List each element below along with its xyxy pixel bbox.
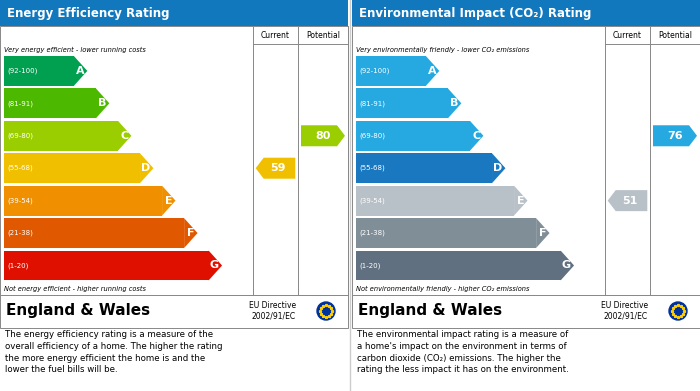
- Text: England & Wales: England & Wales: [358, 303, 502, 319]
- Text: B: B: [98, 99, 106, 108]
- Bar: [356, 218, 536, 248]
- Polygon shape: [561, 251, 574, 280]
- Bar: [0, 26, 348, 295]
- Polygon shape: [162, 186, 176, 215]
- Text: (21-38): (21-38): [7, 230, 33, 236]
- Text: 80: 80: [315, 131, 330, 141]
- Bar: [352, 0, 700, 26]
- Text: 59: 59: [270, 163, 285, 173]
- Text: 76: 76: [667, 131, 682, 141]
- Text: EU Directive
2002/91/EC: EU Directive 2002/91/EC: [601, 301, 648, 321]
- Polygon shape: [301, 125, 345, 146]
- Text: (55-68): (55-68): [7, 165, 33, 171]
- Text: (1-20): (1-20): [359, 262, 380, 269]
- Text: (21-38): (21-38): [359, 230, 385, 236]
- Text: Energy Efficiency Rating: Energy Efficiency Rating: [7, 7, 169, 20]
- Bar: [4, 186, 162, 215]
- Text: E: E: [517, 196, 524, 206]
- Polygon shape: [140, 153, 153, 183]
- Bar: [356, 121, 470, 151]
- Polygon shape: [118, 121, 132, 151]
- Polygon shape: [470, 121, 484, 151]
- Bar: [4, 218, 184, 248]
- Text: E: E: [165, 196, 172, 206]
- Text: England & Wales: England & Wales: [6, 303, 150, 319]
- Text: Not energy efficient - higher running costs: Not energy efficient - higher running co…: [4, 286, 146, 292]
- Text: (81-91): (81-91): [7, 100, 33, 107]
- Text: EU Directive
2002/91/EC: EU Directive 2002/91/EC: [249, 301, 296, 321]
- Text: D: D: [141, 163, 150, 173]
- Bar: [0, 295, 348, 328]
- Text: (39-54): (39-54): [7, 197, 33, 204]
- Text: C: C: [120, 131, 128, 141]
- Bar: [352, 26, 700, 295]
- Polygon shape: [448, 88, 461, 118]
- Text: Potential: Potential: [658, 30, 692, 39]
- Bar: [356, 153, 492, 183]
- Text: F: F: [539, 228, 547, 238]
- Polygon shape: [653, 125, 697, 146]
- Text: D: D: [494, 163, 503, 173]
- Text: B: B: [450, 99, 459, 108]
- Text: (55-68): (55-68): [359, 165, 385, 171]
- Text: The energy efficiency rating is a measure of the
overall efficiency of a home. T: The energy efficiency rating is a measur…: [5, 330, 223, 375]
- Polygon shape: [608, 190, 648, 211]
- Bar: [4, 121, 118, 151]
- Circle shape: [317, 302, 335, 320]
- Text: Very environmentally friendly - lower CO₂ emissions: Very environmentally friendly - lower CO…: [356, 47, 529, 53]
- Text: Not environmentally friendly - higher CO₂ emissions: Not environmentally friendly - higher CO…: [356, 286, 529, 292]
- Text: Very energy efficient - lower running costs: Very energy efficient - lower running co…: [4, 47, 146, 53]
- Text: Environmental Impact (CO₂) Rating: Environmental Impact (CO₂) Rating: [359, 7, 592, 20]
- Bar: [4, 251, 209, 280]
- Text: Current: Current: [261, 30, 290, 39]
- Bar: [4, 88, 96, 118]
- Bar: [356, 56, 426, 86]
- Text: (81-91): (81-91): [359, 100, 385, 107]
- Text: G: G: [210, 260, 219, 271]
- Circle shape: [669, 302, 687, 320]
- Polygon shape: [492, 153, 505, 183]
- Text: C: C: [473, 131, 480, 141]
- Text: (69-80): (69-80): [7, 133, 33, 139]
- Bar: [4, 56, 74, 86]
- Text: (1-20): (1-20): [7, 262, 29, 269]
- Polygon shape: [514, 186, 528, 215]
- Bar: [352, 295, 700, 328]
- Polygon shape: [536, 218, 550, 248]
- Polygon shape: [74, 56, 88, 86]
- Text: (69-80): (69-80): [359, 133, 385, 139]
- Text: A: A: [428, 66, 436, 76]
- Text: F: F: [187, 228, 195, 238]
- Text: A: A: [76, 66, 84, 76]
- Bar: [0, 0, 348, 26]
- Text: (92-100): (92-100): [7, 68, 37, 74]
- Text: (39-54): (39-54): [359, 197, 385, 204]
- Bar: [4, 153, 140, 183]
- Bar: [356, 251, 561, 280]
- Polygon shape: [96, 88, 109, 118]
- Polygon shape: [184, 218, 197, 248]
- Text: The environmental impact rating is a measure of
a home's impact on the environme: The environmental impact rating is a mea…: [357, 330, 568, 375]
- Text: G: G: [562, 260, 571, 271]
- Polygon shape: [209, 251, 222, 280]
- Text: 51: 51: [622, 196, 637, 206]
- Text: Current: Current: [613, 30, 642, 39]
- Polygon shape: [426, 56, 440, 86]
- Bar: [356, 186, 514, 215]
- Bar: [356, 88, 448, 118]
- Text: Potential: Potential: [306, 30, 340, 39]
- Text: (92-100): (92-100): [359, 68, 389, 74]
- Polygon shape: [256, 158, 295, 179]
